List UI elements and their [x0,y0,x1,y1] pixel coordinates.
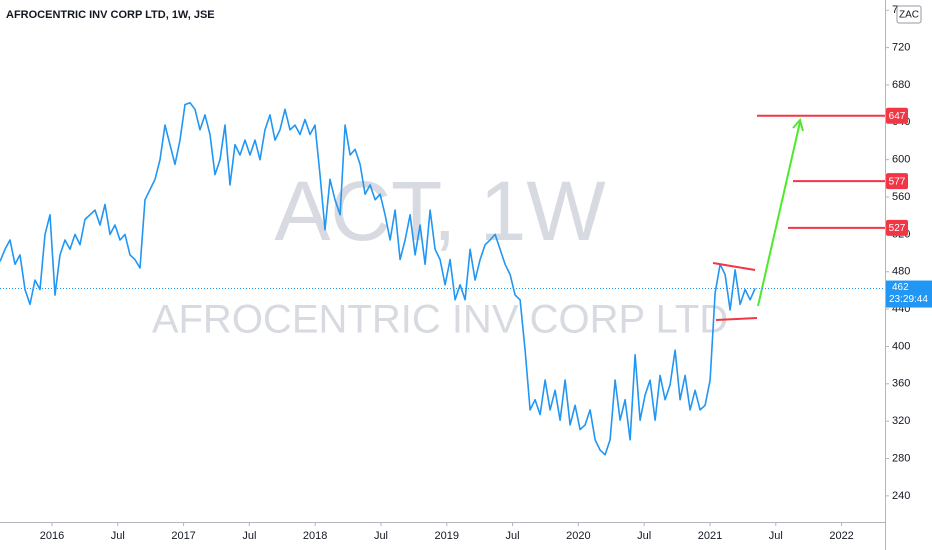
y-tick-label: 560 [892,191,910,203]
chart-title: AFROCENTRIC INV CORP LTD, 1W, JSE [6,9,215,21]
level-label: 527 [889,223,906,234]
x-tick-label: 2021 [698,530,722,542]
x-tick-label: 2016 [40,530,64,542]
trend-line-upper [712,262,756,271]
target-arrow [757,121,801,307]
plot [0,101,885,456]
level-label: 577 [889,176,906,187]
x-tick-label: 2022 [829,530,853,542]
x-tick-label: 2018 [303,530,327,542]
watermark-group: ACT, 1W AFROCENTRIC INV CORP LTD [152,164,728,341]
y-tick-label: 600 [892,154,910,166]
target-arrow-head [792,117,804,132]
currency-box[interactable] [896,5,922,24]
price-line [0,101,756,456]
last-price-badge [886,280,932,308]
x-tick-label: Jul [374,530,388,542]
price-axis [885,0,932,550]
y-tick-label: 400 [892,340,910,352]
y-tick-label: 480 [892,266,910,278]
time-axis [0,522,885,550]
last-price-label: 462 [892,282,909,293]
y-tick-label: 680 [892,79,910,91]
trend-line-lower [715,317,758,321]
y-tick-label: 360 [892,378,910,390]
x-tick-label: Jul [506,530,520,542]
y-tick-label: 240 [892,490,910,502]
x-tick-label: Jul [111,530,125,542]
y-tick-label: 320 [892,415,910,427]
level-badge [886,219,908,236]
x-tick-label: Jul [769,530,783,542]
watermark-subtitle: AFROCENTRIC INV CORP LTD [152,298,728,342]
level-badge [886,107,908,124]
level-label: 647 [889,111,906,122]
x-tick-label: Jul [242,530,256,542]
x-tick-label: Jul [637,530,651,542]
x-tick-label: 2017 [171,530,195,542]
y-tick-label: 280 [892,452,910,464]
currency: ZAC [899,10,919,21]
countdown: 23:29:44 [889,294,928,305]
x-tick-label: 2019 [435,530,459,542]
level-badge [886,173,908,190]
x-tick-label: 2020 [566,530,590,542]
y-tick-label: 720 [892,42,910,54]
